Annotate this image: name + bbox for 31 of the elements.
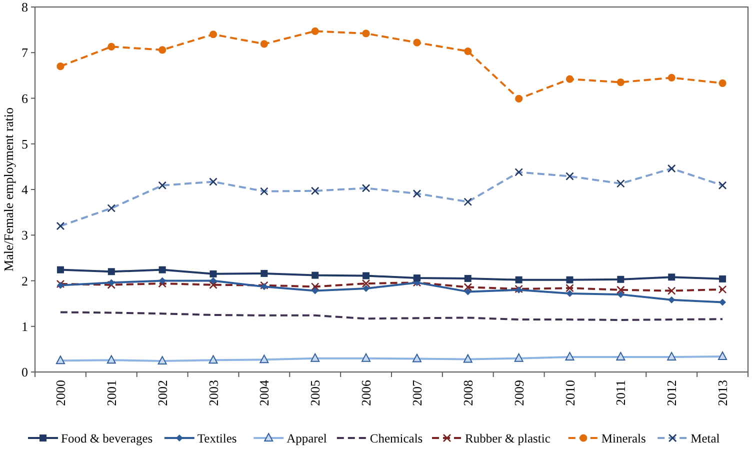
x-tick-label: 2008 <box>460 380 476 406</box>
x-tick-label: 2002 <box>154 380 170 406</box>
legend-label: Metal <box>690 432 720 446</box>
y-tick-label: 8 <box>22 0 28 14</box>
x-tick-label: 2007 <box>409 380 424 406</box>
x-tick-label: 2010 <box>562 380 578 406</box>
x-tick-label: 2013 <box>715 380 730 406</box>
y-tick-label: 4 <box>22 182 28 197</box>
y-tick-label: 2 <box>22 273 28 288</box>
x-tick-label: 2000 <box>52 380 68 406</box>
legend-label: Rubber & plastic <box>465 432 551 446</box>
legend-label: Apparel <box>286 432 328 446</box>
x-tick-label: 2003 <box>206 380 221 406</box>
x-tick-label: 2012 <box>664 380 680 406</box>
legend-label: Minerals <box>601 432 646 446</box>
legend-label: Textiles <box>197 432 237 446</box>
x-tick-label: 2009 <box>511 380 526 406</box>
x-tick-label: 2006 <box>358 380 374 406</box>
x-tick-label: 2011 <box>613 380 628 406</box>
x-tick-label: 2004 <box>256 380 272 406</box>
y-tick-label: 7 <box>22 45 28 60</box>
x-tick-label: 2005 <box>308 380 323 406</box>
legend-label: Food & beverages <box>61 432 153 446</box>
y-axis-title: Male/Female employment ratio <box>1 108 16 272</box>
legend-label: Chemicals <box>370 432 423 446</box>
y-tick-label: 6 <box>22 90 28 106</box>
y-tick-label: 1 <box>22 318 28 334</box>
y-tick-label: 0 <box>22 364 28 380</box>
x-tick-label: 2001 <box>104 380 119 406</box>
y-tick-label: 3 <box>22 228 28 243</box>
y-tick-label: 5 <box>22 136 28 152</box>
